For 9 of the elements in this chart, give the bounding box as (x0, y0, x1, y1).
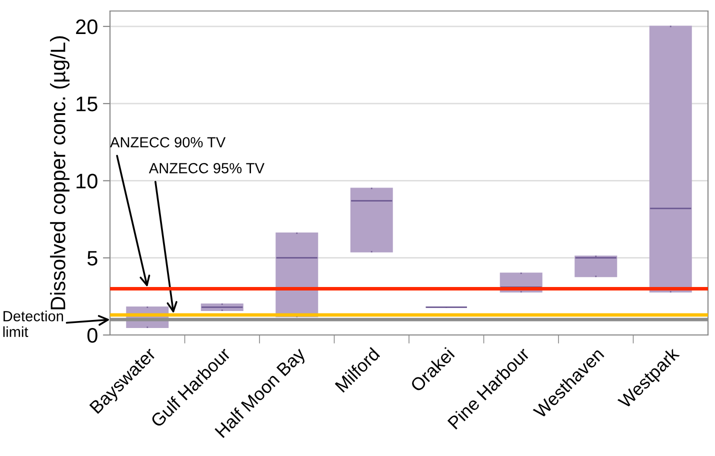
ref-line-label: Detection limit (3, 310, 64, 338)
y-axis-title: Dissolved copper conc. (µg/L) (50, 36, 70, 310)
y-tick-label: 10 (76, 174, 98, 188)
y-tick-label: 15 (76, 96, 98, 112)
ref-line-label: ANZECC 90% TV (110, 137, 226, 148)
y-tick-label: 20 (76, 19, 98, 34)
ref-line-label: ANZECC 95% TV (148, 163, 264, 174)
y-tick-label: 0 (87, 328, 98, 343)
y-tick-label: 5 (87, 251, 98, 266)
